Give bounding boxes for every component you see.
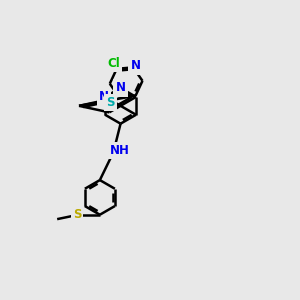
- Text: Cl: Cl: [107, 57, 120, 70]
- Text: N: N: [99, 90, 109, 104]
- Text: N: N: [116, 82, 126, 94]
- Text: NH: NH: [110, 144, 130, 157]
- Text: S: S: [73, 208, 81, 221]
- Text: S: S: [106, 96, 115, 109]
- Text: N: N: [130, 59, 140, 72]
